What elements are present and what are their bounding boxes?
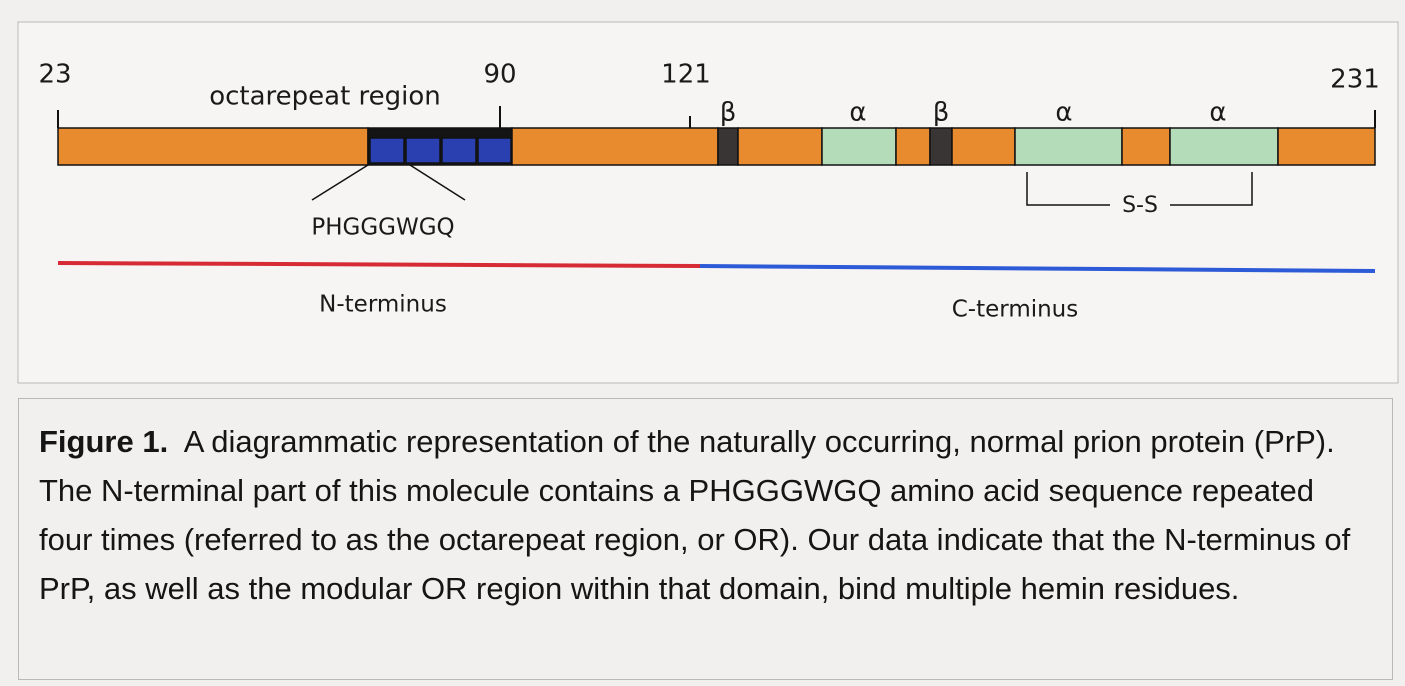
diagram-frame [17, 21, 1399, 384]
repeat [477, 137, 512, 164]
tick-label: 121 [661, 60, 711, 90]
disulfide-label: S-S [1122, 193, 1158, 218]
tick-lines [57, 106, 1376, 206]
repeat [369, 137, 405, 164]
repeat [405, 137, 441, 164]
alpha-segment [821, 127, 897, 166]
segment [1121, 127, 1171, 166]
structure-label: α [1055, 98, 1072, 128]
segment [951, 127, 1016, 166]
structure-label: β [933, 98, 950, 128]
caption-text: A diagrammatic representation of the nat… [39, 424, 1351, 606]
caption: Figure 1. A diagrammatic representation … [18, 398, 1393, 680]
segment [57, 127, 369, 166]
segment [511, 127, 719, 166]
n-terminus-line [57, 261, 701, 268]
pointer [409, 164, 466, 201]
segment [1277, 127, 1376, 166]
n-terminus-label: N-terminus [319, 292, 447, 318]
alpha-segment [1014, 127, 1123, 166]
diagram: 23 90 121 231 octarepeat region β α β α … [17, 21, 1399, 384]
caption-label: Figure 1. [39, 424, 169, 459]
alpha-segment [1169, 127, 1279, 166]
sequence-label: PHGGGWGQ [311, 215, 454, 241]
bracket [1170, 172, 1253, 206]
tick-label: 231 [1330, 65, 1380, 95]
pointer [311, 164, 369, 201]
tick-label: 90 [483, 60, 516, 90]
beta-segment [717, 127, 739, 166]
beta-segment [929, 127, 953, 166]
c-terminus-line [699, 264, 1376, 273]
structure-label: β [720, 98, 737, 128]
repeat [441, 137, 477, 164]
bracket [1026, 172, 1110, 206]
segment [895, 127, 931, 166]
region-label: octarepeat region [209, 82, 441, 112]
protein-bar [57, 127, 1376, 166]
segment [737, 127, 823, 166]
structure-label: α [1209, 98, 1226, 128]
tick-label: 23 [38, 60, 71, 90]
c-terminus-label: C-terminus [952, 297, 1079, 323]
structure-label: α [849, 98, 866, 128]
